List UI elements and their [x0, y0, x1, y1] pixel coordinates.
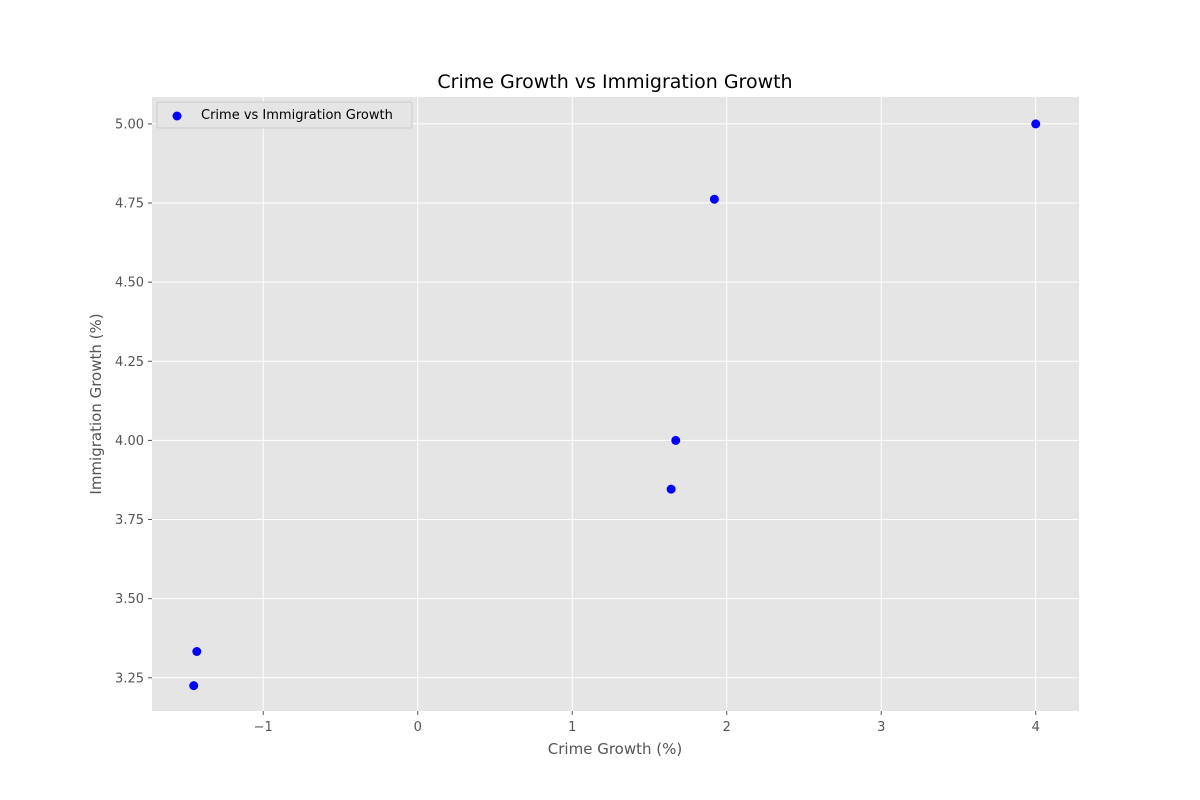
legend: Crime vs Immigration Growth: [156, 101, 413, 129]
y-tick-label: 4.75: [115, 197, 144, 212]
x-tick-label: 3: [877, 720, 885, 735]
legend-label: Crime vs Immigration Growth: [201, 108, 393, 123]
data-point: [192, 646, 202, 656]
data-point: [671, 435, 681, 445]
legend-box: [156, 101, 413, 129]
chart-title: Crime Growth vs Immigration Growth: [437, 71, 792, 93]
y-tick-label: 3.75: [115, 513, 144, 528]
y-tick-label: 4.50: [115, 276, 144, 291]
y-tick-label: 3.50: [115, 592, 144, 607]
data-point: [666, 484, 676, 494]
y-axis-ticks: 3.25 3.50 3.75 4.00 4.25 4.50 4.75 5.00: [115, 117, 152, 686]
y-tick-label: 4.25: [115, 355, 144, 370]
data-point: [709, 194, 719, 204]
x-tick-label: 1: [568, 720, 576, 735]
x-axis-label: Crime Growth (%): [548, 740, 682, 758]
data-point: [189, 681, 199, 691]
plot-area: [152, 97, 1079, 711]
x-tick-label: −1: [254, 720, 273, 735]
y-tick-label: 3.25: [115, 671, 144, 686]
y-tick-label: 4.00: [115, 434, 144, 449]
y-axis-label: Immigration Growth (%): [87, 313, 105, 494]
legend-marker: [172, 111, 182, 121]
x-tick-label: 4: [1032, 720, 1040, 735]
x-axis-ticks: −1 0 1 2 3 4: [254, 711, 1040, 735]
data-points: [189, 119, 1041, 691]
grid-lines: [152, 97, 1079, 711]
y-tick-label: 5.00: [115, 117, 144, 132]
data-point: [1031, 119, 1041, 129]
x-tick-label: 2: [723, 720, 731, 735]
x-tick-label: 0: [414, 720, 422, 735]
